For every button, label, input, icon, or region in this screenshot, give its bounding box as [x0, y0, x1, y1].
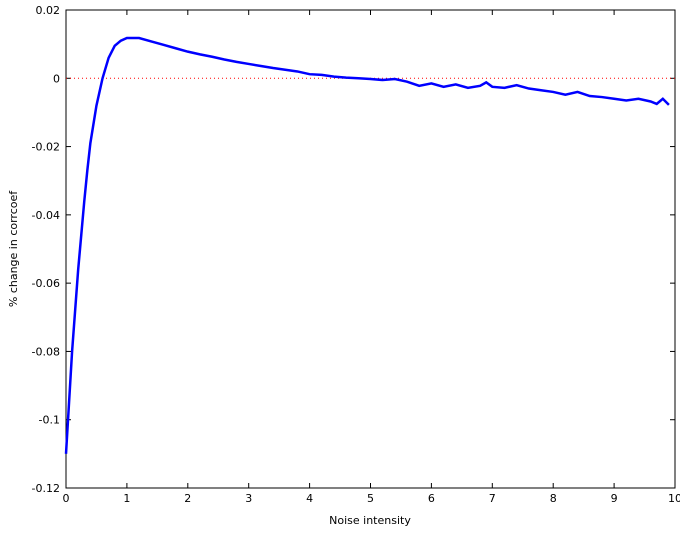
x-tick-label: 4 — [306, 492, 313, 505]
x-axis-label: Noise intensity — [329, 514, 411, 527]
y-tick-label: -0.04 — [32, 209, 60, 222]
x-tick-label: 10 — [668, 492, 680, 505]
x-tick-label: 6 — [428, 492, 435, 505]
y-tick-label: -0.08 — [32, 345, 60, 358]
x-tick-label: 5 — [367, 492, 374, 505]
x-tick-label: 3 — [245, 492, 252, 505]
x-tick-label: 8 — [550, 492, 557, 505]
x-tick-label: 2 — [184, 492, 191, 505]
x-tick-label: 1 — [123, 492, 130, 505]
plot-frame — [65, 9, 676, 489]
y-tick-label: 0 — [53, 72, 60, 85]
y-tick-label: -0.12 — [32, 482, 60, 495]
data-line — [64, 36, 670, 454]
x-tick-label: 0 — [63, 492, 70, 505]
y-tick-label: 0.02 — [36, 4, 61, 17]
y-axis-label: % change in corrcoef — [7, 190, 20, 307]
y-tick-label: -0.06 — [32, 277, 60, 290]
y-tick-label: -0.02 — [32, 141, 60, 154]
x-tick-label: 7 — [489, 492, 496, 505]
y-tick-label: -0.1 — [39, 414, 60, 427]
x-tick-label: 9 — [611, 492, 618, 505]
